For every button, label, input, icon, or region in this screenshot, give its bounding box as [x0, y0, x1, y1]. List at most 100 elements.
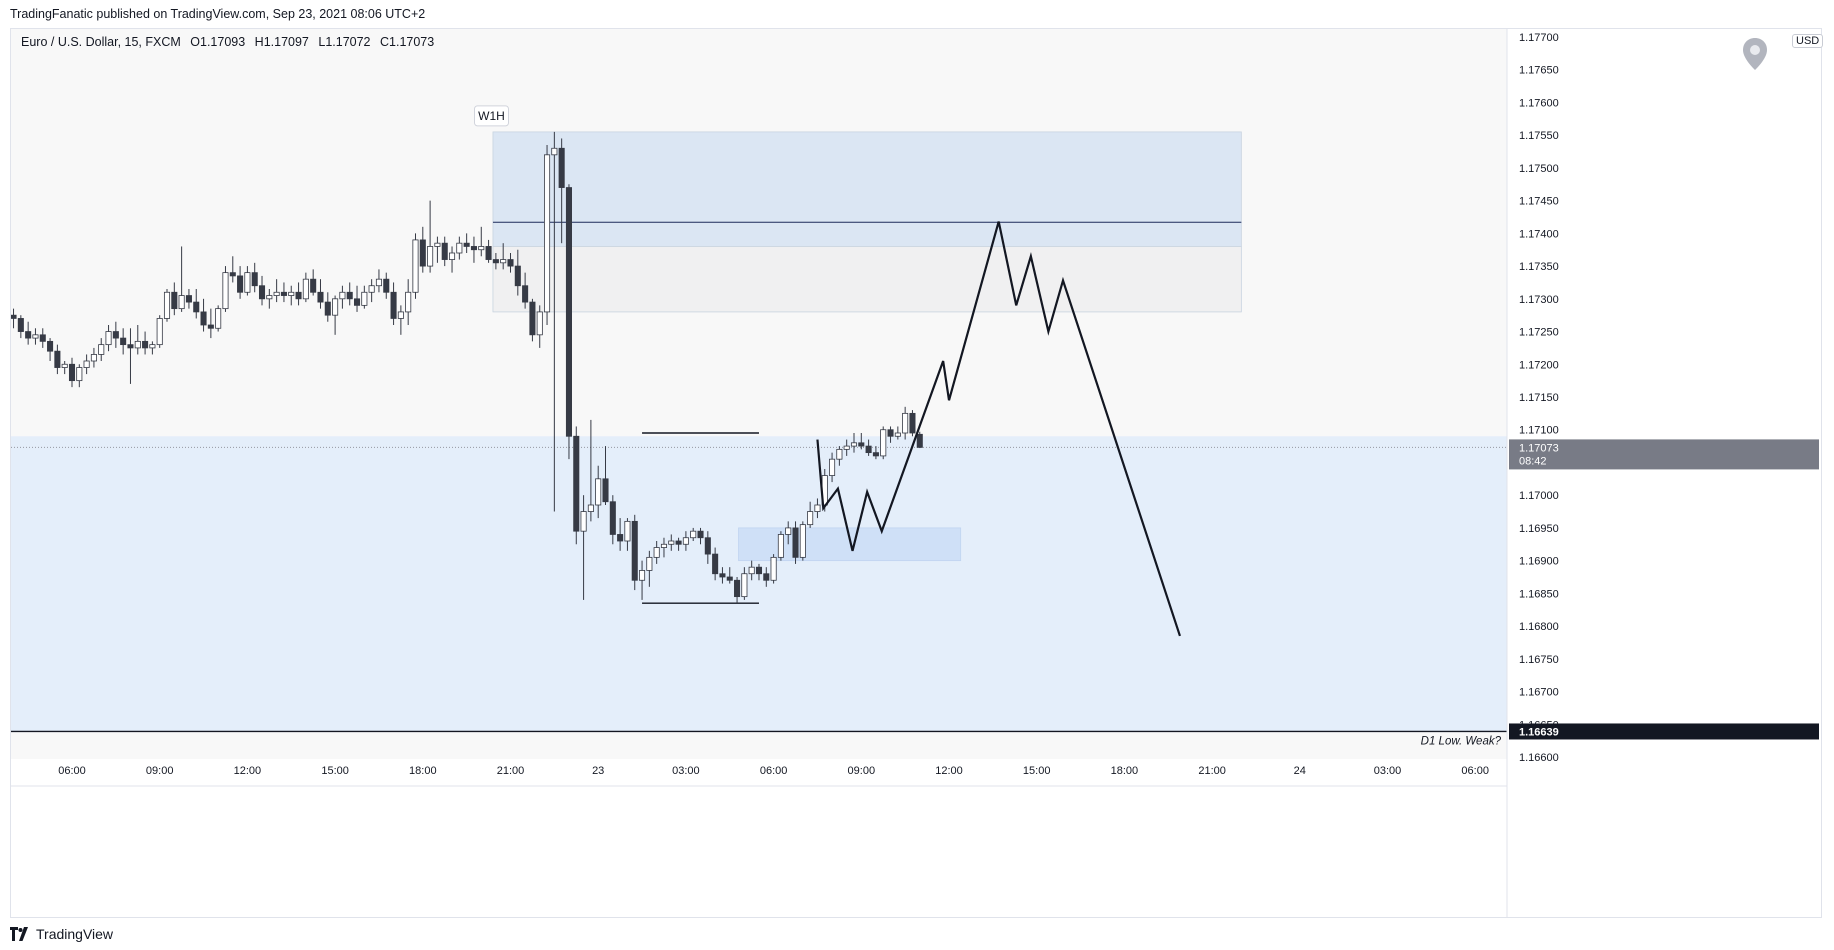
candle — [405, 279, 412, 325]
upper-supply-zone — [492, 131, 1242, 247]
candle-body — [156, 318, 163, 346]
legend-high: H1.17097 — [254, 35, 309, 49]
candle — [112, 321, 119, 348]
candle — [266, 289, 273, 309]
candle — [500, 243, 507, 270]
candle — [602, 446, 609, 505]
w1h-label-box: W1H — [473, 105, 509, 127]
y-tick-label: 1.16950 — [1519, 523, 1559, 535]
y-tick-label: 1.17550 — [1519, 130, 1559, 142]
candle — [587, 419, 594, 522]
candle — [617, 518, 624, 551]
candle — [668, 534, 675, 551]
candle — [690, 527, 697, 541]
candle — [872, 446, 879, 460]
candle-body — [339, 291, 346, 300]
low-price-label: 1.16639 — [1519, 726, 1559, 738]
candle-body — [412, 239, 419, 293]
candle-body — [302, 278, 309, 300]
candle — [47, 338, 54, 361]
d1-low-label: D1 Low. Weak? — [1421, 735, 1502, 747]
candle — [799, 521, 806, 561]
candle-body — [251, 272, 258, 287]
candle-body — [163, 291, 171, 319]
x-tick-label: 15:00 — [1023, 765, 1051, 777]
candle — [295, 282, 302, 306]
candle-body — [829, 458, 836, 476]
location-pin-icon[interactable] — [1742, 37, 1768, 71]
candle-body — [595, 478, 602, 506]
candle-body — [544, 154, 551, 313]
candle — [120, 328, 127, 355]
candle-body — [755, 566, 763, 575]
candle-body — [229, 272, 236, 277]
candle — [653, 541, 660, 564]
candle — [544, 145, 551, 325]
candle-body — [624, 520, 631, 542]
x-tick-label: 15:00 — [321, 765, 349, 777]
candle — [383, 272, 390, 299]
tradingview-logo-icon[interactable] — [10, 927, 30, 941]
candle — [843, 439, 850, 456]
candle — [142, 331, 149, 355]
candle-body — [807, 511, 814, 526]
candle — [105, 325, 112, 352]
x-tick-label: 12:00 — [234, 765, 262, 777]
candle-body — [514, 265, 521, 287]
low-price-bg — [1509, 723, 1819, 740]
candle-body — [105, 331, 112, 346]
candle-body — [463, 242, 470, 247]
y-tick-label: 1.17650 — [1519, 65, 1559, 77]
candle-body — [90, 354, 97, 362]
candle — [427, 200, 434, 273]
candle-body — [785, 527, 792, 535]
candle — [185, 289, 192, 309]
candle — [646, 550, 653, 587]
candle — [514, 249, 521, 296]
candle-body — [449, 252, 456, 260]
publisher-line: TradingFanatic published on TradingView.… — [10, 7, 426, 21]
candle — [478, 226, 485, 257]
inner-gray-zone — [492, 246, 1242, 313]
projection-path — [816, 221, 1181, 637]
candle — [726, 567, 733, 584]
candle-body — [368, 285, 375, 293]
candle-body — [558, 147, 565, 188]
candle — [777, 531, 784, 561]
candle — [200, 298, 207, 332]
candle — [339, 285, 346, 309]
candle-body — [799, 524, 806, 558]
candle — [485, 239, 492, 263]
candle-body — [266, 295, 273, 300]
chart-container[interactable]: W1H D1 Low. Weak? 1.17700 1.17650 1.17600 1.1… — [10, 28, 1824, 918]
candle-body — [887, 429, 894, 437]
candle-body — [507, 259, 514, 267]
candle-body — [777, 534, 784, 558]
candle-body — [200, 311, 207, 326]
candle — [529, 298, 536, 342]
candle — [397, 305, 404, 335]
footer-brand[interactable]: TradingView — [36, 926, 114, 942]
candle — [580, 495, 587, 600]
y-tick-label: 1.17250 — [1519, 327, 1559, 339]
candle — [558, 138, 565, 244]
candle-body — [258, 285, 266, 300]
candle — [522, 272, 529, 309]
candle-body — [646, 556, 653, 571]
candle — [346, 282, 353, 306]
candle-body — [565, 187, 572, 437]
candle — [741, 567, 748, 600]
y-tick-label: 1.16700 — [1519, 687, 1559, 699]
y-tick-label: 1.17300 — [1519, 294, 1559, 306]
candle-body — [295, 291, 302, 300]
candle-body — [551, 147, 558, 156]
y-tick-label: 1.17150 — [1519, 392, 1559, 404]
candle-body — [639, 570, 646, 581]
candle-body — [83, 360, 90, 368]
candlestick-chart[interactable]: W1H D1 Low. Weak? 1.17700 1.17650 1.17600 1.1… — [11, 29, 1821, 917]
candle — [310, 269, 317, 296]
candle-body — [872, 452, 879, 457]
y-tick-label: 1.17450 — [1519, 196, 1559, 208]
candle-body — [112, 331, 119, 339]
currency-badge[interactable]: USD — [1792, 34, 1824, 48]
